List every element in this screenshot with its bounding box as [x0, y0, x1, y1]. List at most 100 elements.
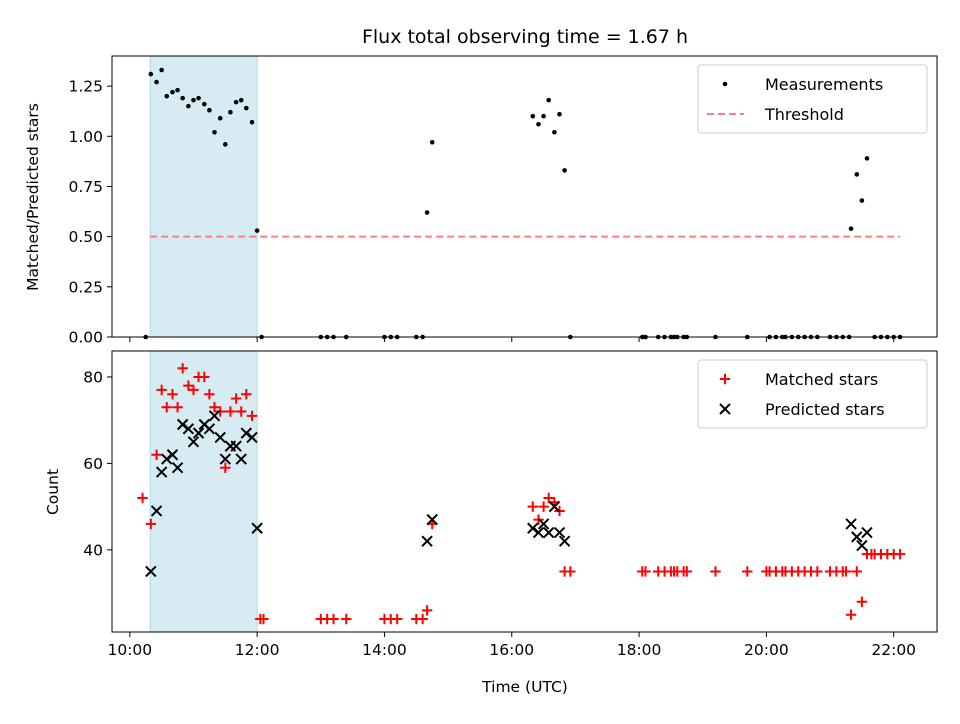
matched-star-point [236, 406, 247, 417]
predicted-star-point [251, 522, 263, 534]
top-y-tick-label: 0.75 [68, 178, 103, 196]
x-tick-label: 20:00 [744, 641, 789, 659]
matched-star-point [894, 548, 906, 560]
measurement-point [164, 93, 170, 99]
bottom-legend-label: Matched stars [765, 370, 878, 389]
predicted-star-point [548, 500, 561, 513]
matched-star-point [220, 462, 231, 473]
matched-star-point [710, 566, 721, 577]
top-y-tick-label: 1.25 [68, 78, 103, 96]
measurement-point [228, 109, 233, 115]
predicted-star-point [203, 423, 216, 435]
matched-star-point [543, 492, 554, 504]
x-tick-label: 22:00 [871, 641, 916, 659]
measurement-point [196, 95, 201, 101]
matched-star-point [640, 566, 651, 577]
measurement-point [848, 226, 854, 231]
measurement-point [207, 107, 212, 113]
predicted-star-point [150, 505, 163, 517]
predicted-star-point [532, 526, 545, 539]
predicted-star-point [230, 440, 242, 452]
measurement-point [859, 198, 865, 203]
matched-star-point [681, 566, 693, 577]
top-axes-frame [111, 55, 938, 338]
matched-star-point [209, 402, 220, 413]
measurement-point [249, 119, 255, 125]
bottom-y-axis-label: Count [44, 469, 62, 515]
legend-matched-marker [719, 373, 731, 385]
chart-title: Flux total observing time = 1.67 h [362, 26, 688, 48]
predicted-star-point [537, 518, 550, 530]
matched-star-point [188, 384, 199, 396]
predicted-star-point [155, 466, 168, 478]
predicted-star-point [861, 526, 873, 539]
matched-star-point [172, 402, 183, 413]
bottom-highlight-span [149, 350, 258, 633]
measurement-point [170, 89, 175, 95]
measurement-point [238, 97, 244, 103]
matched-star-point [851, 566, 862, 577]
x-tick-label: 10:00 [107, 641, 152, 659]
matched-star-point [230, 393, 242, 404]
bottom-y-tick-label: 40 [83, 541, 103, 559]
measurement-point [552, 129, 557, 135]
top-y-tick-label: 0.25 [68, 278, 103, 296]
measurement-point [180, 95, 185, 101]
top-legend-label: Measurements [765, 75, 883, 94]
measurement-point [154, 79, 159, 85]
measurement-point [186, 103, 191, 109]
measurement-point [864, 156, 870, 161]
matched-star-point [177, 363, 188, 374]
top-y-axis-label: Matched/Predicted stars [24, 103, 42, 291]
measurement-point [212, 129, 217, 135]
predicted-star-point [208, 410, 221, 422]
matched-star-point [199, 371, 210, 383]
measurement-point [536, 121, 541, 127]
matched-star-point [167, 389, 178, 400]
predicted-star-point [553, 526, 566, 539]
matched-star-point [840, 566, 852, 577]
predicted-star-point [426, 513, 438, 526]
predicted-star-point [856, 539, 868, 552]
predicted-star-point [246, 431, 258, 444]
matched-star-point [246, 410, 258, 422]
measurement-point [530, 113, 536, 119]
matched-star-point [225, 406, 236, 417]
x-tick-label: 16:00 [489, 641, 534, 659]
measurement-point [541, 113, 546, 119]
predicted-star-point [145, 565, 157, 578]
matched-star-point [538, 501, 549, 512]
measurement-point [546, 97, 551, 103]
measurement-point [557, 111, 562, 117]
top-y-tick-label: 1.00 [68, 128, 103, 146]
measurement-point [202, 101, 207, 107]
matched-star-point [161, 402, 172, 413]
matched-star-point [145, 518, 157, 530]
legend-predicted-marker [719, 403, 731, 415]
predicted-star-point [421, 535, 433, 547]
top-legend: Measurements Threshold [697, 64, 928, 134]
matched-star-point [845, 609, 857, 620]
measurement-point [244, 105, 249, 111]
measurement-point [148, 71, 154, 77]
matched-star-point [565, 566, 576, 577]
bottom-y-tick-label: 60 [83, 455, 103, 473]
predicted-star-point [845, 518, 857, 530]
top-legend-box [697, 64, 928, 134]
top-panel: 0.00 0.25 0.50 0.75 1.00 1.25 Measurements Thre… [68, 55, 938, 347]
matched-star-point [215, 406, 226, 417]
measurement-point [254, 228, 260, 233]
matched-star-point [258, 613, 269, 625]
predicted-star-point [171, 462, 184, 474]
predicted-star-point [558, 535, 571, 547]
top-legend-label: Threshold [764, 105, 844, 124]
matched-star-point [341, 613, 352, 625]
x-tick-label: 18:00 [617, 641, 662, 659]
legend-measurement-marker [722, 81, 728, 87]
matched-star-point [527, 501, 538, 512]
matched-star-point [742, 566, 753, 577]
bottom-legend: Matched stars Predicted stars [697, 359, 928, 429]
matched-star-point [328, 613, 339, 625]
measurement-point [429, 140, 435, 145]
measurement-point [223, 142, 228, 147]
